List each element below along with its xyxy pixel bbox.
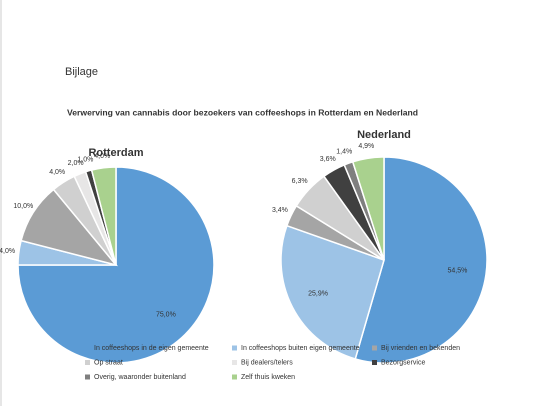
legend-swatch (232, 360, 237, 365)
data-label: 3,4% (272, 207, 288, 214)
legend-swatch (85, 345, 90, 351)
legend-swatch (372, 345, 377, 351)
legend-swatch (232, 374, 237, 380)
legend-label: In coffeeshops in de eigen gemeente (94, 345, 209, 352)
legend-label: Bezorgservice (381, 359, 425, 366)
legend-label: Op straat (94, 359, 123, 366)
legend-swatch (85, 374, 90, 380)
data-label: 4,0% (49, 169, 65, 176)
legend-label: Bij dealers/telers (241, 359, 293, 366)
pie-slice (280, 224, 385, 360)
data-label: 3,6% (320, 156, 336, 163)
pie-slice (17, 166, 215, 364)
data-label: 75,0% (156, 312, 176, 319)
chart-title: Verwerving van cannabis door bezoekers v… (67, 107, 418, 117)
data-label: 1,0% (77, 156, 93, 163)
legend-label: Bij vrienden en bekenden (381, 345, 460, 352)
legend-label: Overig, waaronder buitenland (94, 374, 186, 381)
pie-slice (90, 166, 117, 266)
data-label: 4,0% (0, 248, 15, 255)
data-label: 2,0% (68, 160, 84, 167)
data-label: 25,9% (308, 291, 328, 298)
section-label: Bijlage (65, 66, 98, 78)
data-label: 4,9% (358, 143, 374, 150)
data-label: 1,4% (336, 149, 352, 156)
data-label: 4,0% (94, 153, 110, 160)
pie-title: Rotterdam (88, 147, 143, 159)
legend-swatch (232, 345, 237, 351)
data-label: 6,3% (292, 178, 308, 185)
legend-label: In coffeeshops buiten eigen gemeente (241, 345, 360, 352)
legend-swatch (372, 360, 377, 365)
pie-slice (351, 156, 385, 261)
legend-label: Zelf thuis kweken (241, 374, 295, 381)
data-label: 10,0% (13, 203, 33, 210)
legend-swatch (85, 360, 90, 365)
pie-slice (354, 156, 488, 364)
pie-title: Nederland (357, 129, 411, 141)
data-label: 54,5% (447, 267, 467, 274)
